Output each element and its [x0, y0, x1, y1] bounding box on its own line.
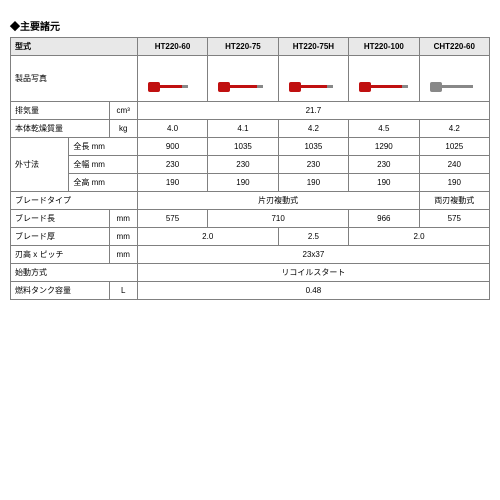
- bthk-label: ブレード厚: [11, 228, 110, 246]
- blen-row: ブレード長 mm 575 710 966 575: [11, 210, 490, 228]
- hei-2: 190: [278, 174, 348, 192]
- model-0: HT220-60: [137, 38, 207, 56]
- dryw-0: 4.0: [137, 120, 207, 138]
- start-label: 始動方式: [11, 264, 138, 282]
- model-label: 型式: [11, 38, 138, 56]
- spec-table: 型式 HT220-60 HT220-75 HT220-75H HT220-100…: [10, 37, 490, 300]
- btype-row: ブレードタイプ 片刃複動式 両刃複動式: [11, 192, 490, 210]
- len-label: 全長 mm: [69, 138, 137, 156]
- bthk-b: 2.5: [278, 228, 348, 246]
- model-2: HT220-75H: [278, 38, 348, 56]
- model-3: HT220-100: [349, 38, 419, 56]
- btype-b: 両刃複動式: [419, 192, 489, 210]
- blen-c: 966: [349, 210, 419, 228]
- hei-label: 全高 mm: [69, 174, 137, 192]
- pitch-unit: mm: [109, 246, 137, 264]
- disp-label: 排気量: [11, 102, 110, 120]
- hei-0: 190: [137, 174, 207, 192]
- wid-3: 230: [349, 156, 419, 174]
- section-title: ◆主要諸元: [10, 18, 490, 33]
- model-4: CHT220-60: [419, 38, 489, 56]
- wid-label: 全幅 mm: [69, 156, 137, 174]
- model-1: HT220-75: [208, 38, 278, 56]
- btype-label: ブレードタイプ: [11, 192, 138, 210]
- bthk-row: ブレード厚 mm 2.0 2.5 2.0: [11, 228, 490, 246]
- tank-row: 燃料タンク容量 L 0.48: [11, 282, 490, 300]
- pitch-label: 刃高 x ピッチ: [11, 246, 110, 264]
- hei-3: 190: [349, 174, 419, 192]
- hei-4: 190: [419, 174, 489, 192]
- pitch-row: 刃高 x ピッチ mm 23x37: [11, 246, 490, 264]
- bthk-a: 2.0: [137, 228, 278, 246]
- len-4: 1025: [419, 138, 489, 156]
- blen-b: 710: [208, 210, 349, 228]
- dryw-1: 4.1: [208, 120, 278, 138]
- dryw-row: 本体乾燥質量 kg 4.0 4.1 4.2 4.5 4.2: [11, 120, 490, 138]
- photo-3: [349, 56, 419, 102]
- blen-d: 575: [419, 210, 489, 228]
- dryw-label: 本体乾燥質量: [11, 120, 110, 138]
- tank-label: 燃料タンク容量: [11, 282, 110, 300]
- photo-row: 製品写真: [11, 56, 490, 102]
- tank-unit: L: [109, 282, 137, 300]
- dim-label: 外寸法: [11, 138, 69, 192]
- wid-2: 230: [278, 156, 348, 174]
- photo-2: [278, 56, 348, 102]
- len-row: 外寸法 全長 mm 900 1035 1035 1290 1025: [11, 138, 490, 156]
- wid-1: 230: [208, 156, 278, 174]
- wid-4: 240: [419, 156, 489, 174]
- len-2: 1035: [278, 138, 348, 156]
- disp-unit: cm³: [109, 102, 137, 120]
- wid-row: 全幅 mm 230 230 230 230 240: [11, 156, 490, 174]
- len-3: 1290: [349, 138, 419, 156]
- bthk-c: 2.0: [349, 228, 490, 246]
- dryw-3: 4.5: [349, 120, 419, 138]
- photo-1: [208, 56, 278, 102]
- disp-val: 21.7: [137, 102, 489, 120]
- pitch-val: 23x37: [137, 246, 489, 264]
- blen-a: 575: [137, 210, 207, 228]
- photo-label: 製品写真: [11, 56, 138, 102]
- dryw-4: 4.2: [419, 120, 489, 138]
- bthk-unit: mm: [109, 228, 137, 246]
- len-1: 1035: [208, 138, 278, 156]
- btype-a: 片刃複動式: [137, 192, 419, 210]
- header-row: 型式 HT220-60 HT220-75 HT220-75H HT220-100…: [11, 38, 490, 56]
- dryw-unit: kg: [109, 120, 137, 138]
- tank-val: 0.48: [137, 282, 489, 300]
- photo-0: [137, 56, 207, 102]
- blen-unit: mm: [109, 210, 137, 228]
- hei-1: 190: [208, 174, 278, 192]
- start-val: リコイルスタート: [137, 264, 489, 282]
- dryw-2: 4.2: [278, 120, 348, 138]
- wid-0: 230: [137, 156, 207, 174]
- hei-row: 全高 mm 190 190 190 190 190: [11, 174, 490, 192]
- photo-4: [419, 56, 489, 102]
- disp-row: 排気量 cm³ 21.7: [11, 102, 490, 120]
- blen-label: ブレード長: [11, 210, 110, 228]
- start-row: 始動方式 リコイルスタート: [11, 264, 490, 282]
- len-0: 900: [137, 138, 207, 156]
